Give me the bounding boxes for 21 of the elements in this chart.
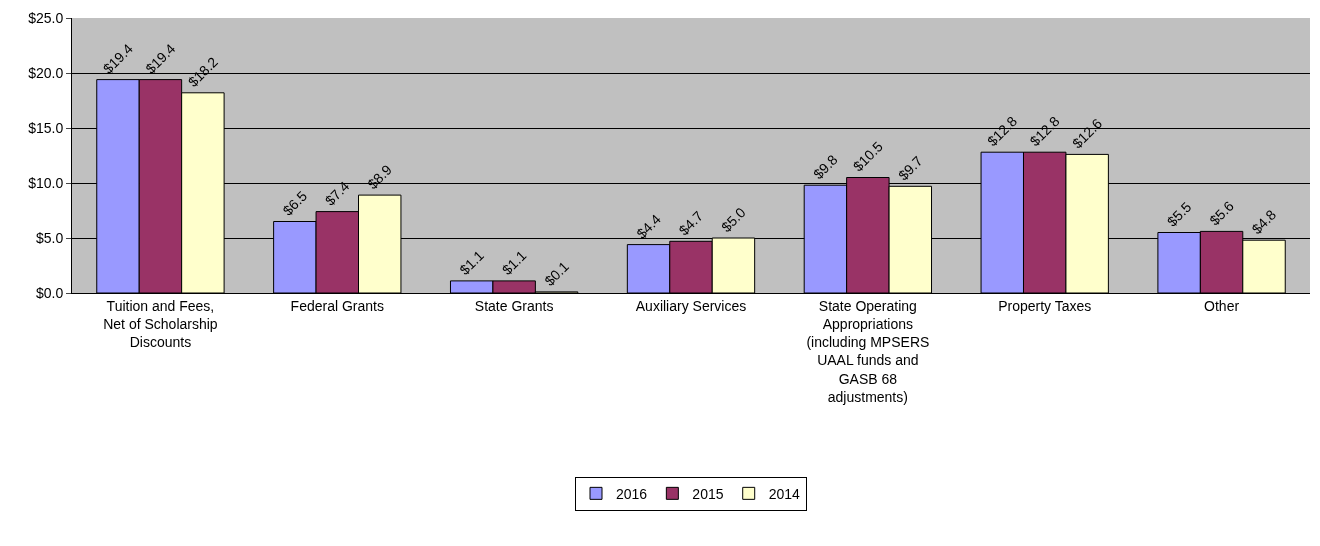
y-tick-label: $5.0 bbox=[35, 229, 64, 246]
data-label: $7.4 bbox=[321, 177, 353, 209]
x-tick-label: Property Taxes bbox=[998, 297, 1092, 314]
data-label: $4.4 bbox=[633, 210, 664, 242]
y-tick-label: $15.0 bbox=[28, 119, 64, 136]
x-tick-label: Tuition and Fees, Net of Scholarship Discounts bbox=[103, 297, 218, 351]
y-tick-label: $10.0 bbox=[28, 174, 64, 191]
x-tick-label: Federal Grants bbox=[290, 297, 384, 314]
legend-label: 2015 bbox=[692, 485, 724, 502]
x-tick-label: State Operating Appropriations (including MPSERS UAAL funds and GASB 68 adjustments) bbox=[806, 297, 930, 405]
x-tick-label: State Grants bbox=[474, 297, 554, 314]
data-label: $1.1 bbox=[498, 247, 530, 278]
x-tick-label: Auxiliary Services bbox=[635, 297, 747, 314]
y-tick-label: $0.0 bbox=[35, 284, 64, 301]
data-label: $1.1 bbox=[456, 247, 488, 278]
y-tick-label: $20.0 bbox=[28, 64, 64, 81]
y-tick-label: $25.0 bbox=[28, 9, 64, 26]
legend-label: 2014 bbox=[768, 485, 801, 502]
data-label: $0.1 bbox=[541, 258, 572, 289]
legend-label: 2016 bbox=[616, 485, 648, 502]
x-tick-label: Other bbox=[1204, 297, 1240, 314]
